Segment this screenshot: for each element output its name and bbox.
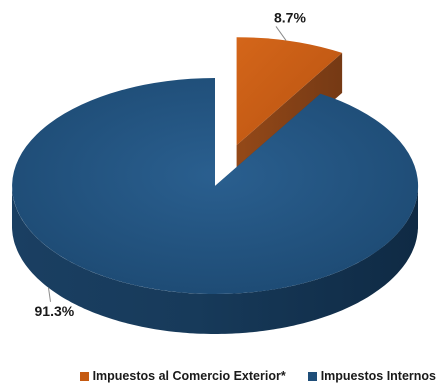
slice-comercio-exterior xyxy=(236,37,343,146)
legend-swatch-comercio-exterior xyxy=(79,371,89,381)
leader-line-comercio-exterior xyxy=(275,26,287,41)
data-label-impuestos-internos: 91.3% xyxy=(35,303,75,319)
legend-swatch-impuestos-internos xyxy=(307,371,317,381)
legend-item-impuestos-internos: Impuestos Internos xyxy=(307,369,436,383)
legend: Impuestos al Comercio Exterior* Impuesto… xyxy=(0,369,442,383)
legend-label-comercio-exterior: Impuestos al Comercio Exterior* xyxy=(92,369,286,383)
slice-impuestos-internos xyxy=(12,78,419,294)
legend-item-comercio-exterior: Impuestos al Comercio Exterior* xyxy=(79,369,286,383)
data-label-comercio-exterior: 8.7% xyxy=(274,9,306,25)
leader-line-impuestos-internos xyxy=(48,287,51,302)
legend-label-impuestos-internos: Impuestos Internos xyxy=(320,369,436,383)
